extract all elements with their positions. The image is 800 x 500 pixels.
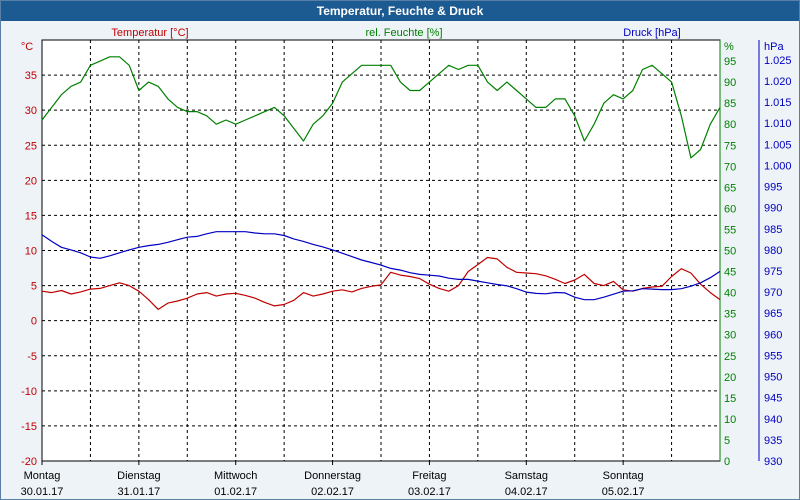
humidity-tick-label: 80 — [724, 119, 736, 131]
pressure-tick-label: 1.005 — [764, 139, 792, 151]
humidity-unit-label: % — [724, 41, 734, 53]
pressure-tick-label: 975 — [764, 266, 782, 278]
humidity-tick-label: 5 — [724, 435, 730, 447]
temperature-unit-label: °C — [21, 41, 33, 53]
humidity-tick-label: 75 — [724, 140, 736, 152]
pressure-tick-label: 985 — [764, 224, 782, 236]
x-tick-date-label: 01.02.17 — [214, 486, 257, 498]
humidity-tick-label: 10 — [724, 414, 736, 426]
temperature-tick-label: 35 — [25, 70, 37, 82]
temperature-tick-label: -20 — [21, 456, 37, 468]
x-tick-date-label: 04.02.17 — [505, 486, 548, 498]
humidity-tick-label: 65 — [724, 182, 736, 194]
humidity-tick-label: 85 — [724, 98, 736, 110]
humidity-tick-label: 55 — [724, 224, 736, 236]
humidity-tick-label: 30 — [724, 330, 736, 342]
humidity-tick-label: 25 — [724, 351, 736, 363]
pressure-tick-label: 1.015 — [764, 97, 792, 109]
x-tick-date-label: 05.02.17 — [602, 486, 645, 498]
x-tick-date-label: 30.01.17 — [21, 486, 64, 498]
temperature-tick-label: -15 — [21, 421, 37, 433]
x-tick-day-label: Samstag — [505, 470, 548, 482]
humidity-tick-label: 15 — [724, 393, 736, 405]
humidity-axis-title: rel. Feuchte [%] — [365, 27, 442, 39]
x-tick-date-label: 02.02.17 — [311, 486, 354, 498]
pressure-tick-label: 955 — [764, 350, 782, 362]
humidity-tick-label: 70 — [724, 161, 736, 173]
temperature-tick-label: 5 — [31, 281, 37, 293]
x-tick-day-label: Dienstag — [117, 470, 160, 482]
pressure-tick-label: 935 — [764, 435, 782, 447]
x-tick-day-label: Donnerstag — [304, 470, 361, 482]
pressure-tick-label: 960 — [764, 329, 782, 341]
temperature-tick-label: 30 — [25, 105, 37, 117]
temperature-series-line — [41, 256, 721, 310]
pressure-tick-label: 940 — [764, 414, 782, 426]
humidity-tick-label: 95 — [724, 56, 736, 68]
x-tick-day-label: Mittwoch — [214, 470, 257, 482]
pressure-tick-label: 995 — [764, 182, 782, 194]
temperature-axis-title: Temperatur [°C] — [111, 27, 188, 39]
pressure-tick-label: 930 — [764, 456, 782, 468]
window-title: Temperatur, Feuchte & Druck — [1, 1, 799, 21]
humidity-series-line — [41, 56, 721, 159]
temperature-tick-label: -10 — [21, 386, 37, 398]
temperature-tick-label: 10 — [25, 246, 37, 258]
humidity-tick-label: 45 — [724, 267, 736, 279]
pressure-tick-label: 945 — [764, 393, 782, 405]
humidity-tick-label: 60 — [724, 203, 736, 215]
pressure-tick-label: 950 — [764, 372, 782, 384]
x-tick-day-label: Sonntag — [603, 470, 644, 482]
pressure-unit-label: hPa — [764, 41, 784, 53]
x-tick-day-label: Montag — [24, 470, 61, 482]
pressure-tick-label: 1.000 — [764, 160, 792, 172]
humidity-tick-label: 35 — [724, 309, 736, 321]
temperature-tick-label: 0 — [31, 316, 37, 328]
temperature-tick-label: 20 — [25, 175, 37, 187]
humidity-tick-label: 20 — [724, 372, 736, 384]
humidity-tick-label: 50 — [724, 246, 736, 258]
pressure-tick-label: 1.020 — [764, 76, 792, 88]
pressure-tick-label: 965 — [764, 308, 782, 320]
pressure-tick-label: 980 — [764, 245, 782, 257]
pressure-tick-label: 970 — [764, 287, 782, 299]
humidity-tick-label: 90 — [724, 77, 736, 89]
x-tick-date-label: 31.01.17 — [117, 486, 160, 498]
pressure-series-line — [41, 231, 721, 301]
temperature-tick-label: -5 — [27, 351, 37, 363]
x-tick-date-label: 03.02.17 — [408, 486, 451, 498]
x-tick-day-label: Freitag — [412, 470, 446, 482]
pressure-tick-label: 1.025 — [764, 55, 792, 67]
temperature-tick-label: 25 — [25, 140, 37, 152]
temperature-tick-label: 15 — [25, 210, 37, 222]
pressure-axis-title: Druck [hPa] — [623, 27, 680, 39]
humidity-tick-label: 40 — [724, 288, 736, 300]
pressure-tick-label: 990 — [764, 203, 782, 215]
pressure-tick-label: 1.010 — [764, 118, 792, 130]
humidity-tick-label: 0 — [724, 456, 730, 468]
